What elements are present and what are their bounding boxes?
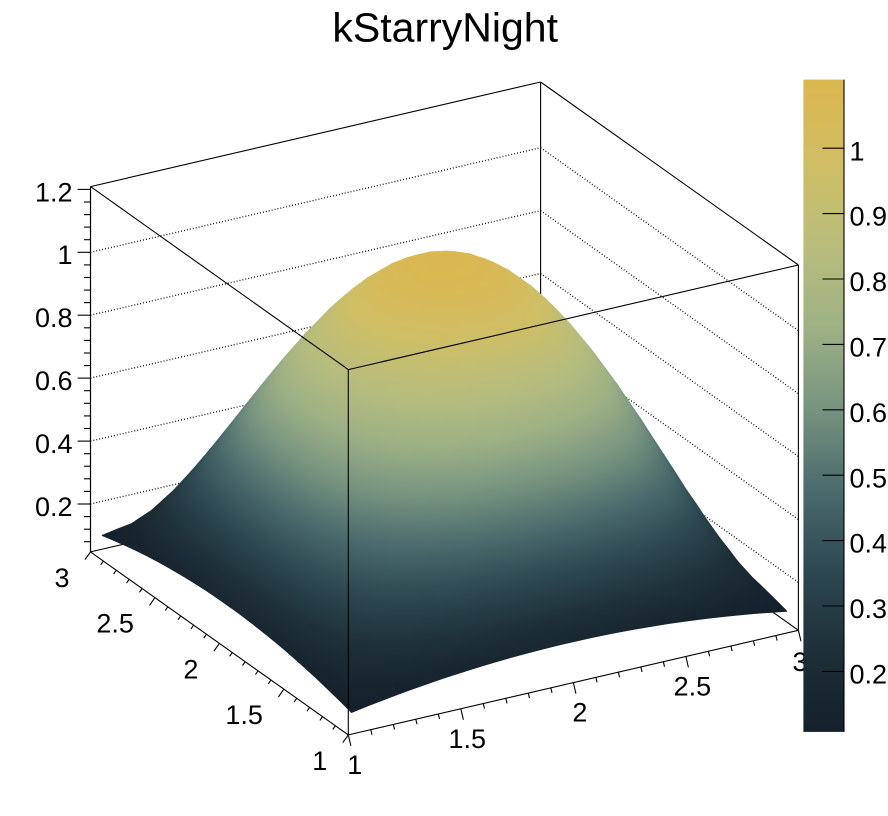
svg-text:1.2: 1.2 [35, 177, 73, 207]
svg-text:0.2: 0.2 [850, 660, 888, 690]
svg-text:0.8: 0.8 [850, 267, 888, 297]
svg-text:1: 1 [312, 746, 327, 776]
svg-text:3: 3 [54, 563, 69, 593]
svg-text:2.5: 2.5 [674, 672, 712, 702]
svg-text:0.5: 0.5 [850, 463, 888, 493]
svg-text:0.6: 0.6 [850, 398, 888, 428]
svg-text:0.6: 0.6 [35, 366, 73, 396]
svg-text:2: 2 [183, 654, 198, 684]
svg-text:0.4: 0.4 [850, 529, 888, 559]
svg-text:1.5: 1.5 [449, 724, 487, 754]
svg-text:kStarryNight: kStarryNight [332, 5, 558, 51]
svg-text:0.3: 0.3 [850, 594, 888, 624]
svg-text:0.8: 0.8 [35, 303, 73, 333]
svg-text:1: 1 [57, 240, 72, 270]
svg-text:2.5: 2.5 [96, 609, 134, 639]
svg-text:2: 2 [572, 698, 587, 728]
svg-text:1: 1 [347, 750, 362, 780]
svg-text:0.4: 0.4 [35, 429, 73, 459]
svg-text:0.7: 0.7 [850, 333, 888, 363]
svg-text:0.9: 0.9 [850, 202, 888, 232]
svg-text:1: 1 [850, 136, 865, 166]
svg-text:1.5: 1.5 [225, 700, 263, 730]
svg-text:0.2: 0.2 [35, 492, 73, 522]
